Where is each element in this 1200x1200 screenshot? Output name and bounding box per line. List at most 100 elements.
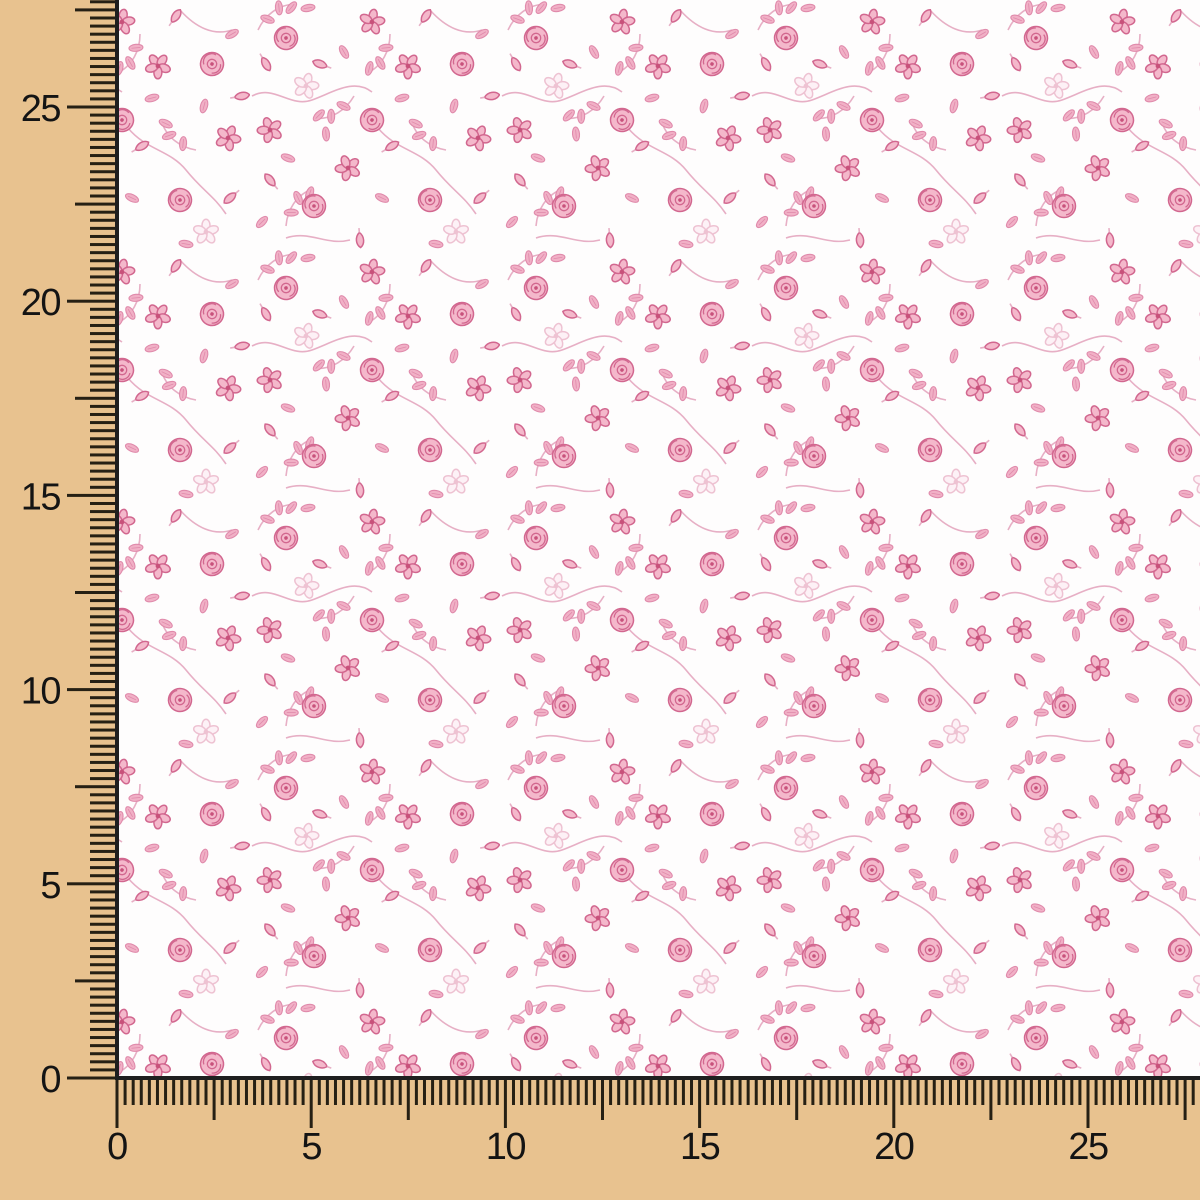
- tick-mark: [90, 1036, 117, 1040]
- tick-mark: [123, 1078, 127, 1105]
- tick-mark: [1078, 1078, 1082, 1105]
- tick-mark: [90, 655, 117, 659]
- tick-mark: [90, 841, 117, 845]
- tick-mark: [544, 1078, 548, 1105]
- tick-mark: [649, 1078, 653, 1105]
- tick-mark: [576, 1078, 580, 1105]
- tick-mark: [90, 243, 117, 247]
- tick-mark: [90, 647, 117, 651]
- tick-mark: [997, 1078, 1001, 1105]
- tick-mark: [487, 1078, 491, 1105]
- tick-mark: [90, 680, 117, 684]
- tick-mark: [90, 259, 117, 263]
- tick-mark: [90, 364, 117, 368]
- tick-mark: [67, 105, 117, 109]
- tick-mark: [90, 97, 117, 101]
- tick-mark: [908, 1078, 912, 1105]
- tick-mark: [277, 1078, 281, 1105]
- tick-mark: [1094, 1078, 1098, 1105]
- tick-mark: [90, 623, 117, 627]
- tick-mark: [164, 1078, 168, 1105]
- tick-mark: [67, 882, 117, 886]
- tick-mark: [90, 1019, 117, 1023]
- tick-mark: [1029, 1078, 1033, 1105]
- tick-mark: [188, 1078, 192, 1105]
- tick-mark: [90, 963, 117, 967]
- tick-mark: [90, 890, 117, 894]
- tick-mark: [90, 712, 117, 716]
- tick-mark: [382, 1078, 386, 1105]
- tick-mark: [90, 16, 117, 20]
- tick-mark: [592, 1078, 596, 1105]
- tick-mark: [90, 777, 117, 781]
- tick-mark: [90, 137, 117, 141]
- tick-mark: [90, 0, 117, 4]
- tick-mark: [90, 930, 117, 934]
- tick-mark: [90, 534, 117, 538]
- tick-mark: [90, 582, 117, 586]
- left-ruler: [67, 0, 117, 1080]
- tick-mark: [835, 1078, 839, 1105]
- tick-mark: [1151, 1078, 1155, 1105]
- tick-mark: [67, 493, 117, 497]
- tick-mark: [90, 388, 117, 392]
- tick-mark: [204, 1078, 208, 1105]
- tick-mark: [463, 1078, 467, 1105]
- tick-mark: [90, 938, 117, 942]
- tick-mark: [212, 1078, 216, 1120]
- tick-mark: [665, 1078, 669, 1105]
- tick-mark: [90, 73, 117, 77]
- tick-mark: [285, 1078, 289, 1105]
- tick-mark: [770, 1078, 774, 1105]
- tick-mark: [90, 501, 117, 505]
- tick-mark: [1135, 1078, 1139, 1105]
- tick-mark: [90, 437, 117, 441]
- tick-mark: [90, 825, 117, 829]
- tick-mark: [1126, 1078, 1130, 1105]
- tick-mark: [722, 1078, 726, 1105]
- tick-mark: [90, 615, 117, 619]
- tick-mark: [90, 526, 117, 530]
- tick-mark: [90, 348, 117, 352]
- tick-mark: [471, 1078, 475, 1105]
- tick-mark: [779, 1078, 783, 1105]
- tick-mark: [1110, 1078, 1114, 1105]
- tick-mark: [730, 1078, 734, 1105]
- tick-mark: [625, 1078, 629, 1105]
- tick-mark: [90, 356, 117, 360]
- tick-mark: [455, 1078, 459, 1105]
- tick-mark: [90, 728, 117, 732]
- tick-mark: [851, 1078, 855, 1105]
- tick-mark: [90, 445, 117, 449]
- tick-mark: [90, 720, 117, 724]
- tick-mark: [787, 1078, 791, 1105]
- tick-mark: [90, 518, 117, 522]
- tick-mark: [1143, 1078, 1147, 1105]
- tick-mark: [90, 291, 117, 295]
- tick-mark: [884, 1078, 888, 1105]
- tick-mark: [90, 914, 117, 918]
- bottom-ruler-label: 5: [301, 1126, 321, 1168]
- tick-mark: [973, 1078, 977, 1105]
- tick-mark: [67, 688, 117, 692]
- tick-mark: [1175, 1078, 1179, 1105]
- left-ruler-label: 20: [21, 282, 61, 324]
- tick-mark: [819, 1078, 823, 1105]
- tick-mark: [601, 1078, 604, 1120]
- tick-mark: [406, 1078, 410, 1120]
- tick-mark: [90, 736, 117, 740]
- tick-mark: [90, 809, 117, 813]
- tick-mark: [90, 477, 117, 481]
- tick-mark: [333, 1078, 337, 1105]
- tick-mark: [90, 24, 117, 28]
- tick-mark: [398, 1078, 402, 1105]
- tick-mark: [293, 1078, 297, 1105]
- tick-mark: [90, 1011, 117, 1015]
- tick-mark: [1167, 1078, 1171, 1105]
- tick-mark: [924, 1078, 928, 1105]
- tick-mark: [957, 1078, 961, 1105]
- tick-mark: [827, 1078, 831, 1105]
- fabric-left-edge-line: [115, 0, 119, 1080]
